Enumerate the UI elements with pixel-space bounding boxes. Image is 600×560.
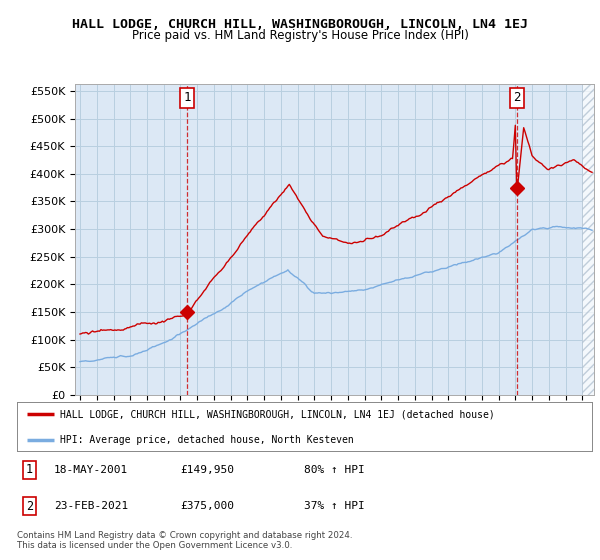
Text: HPI: Average price, detached house, North Kesteven: HPI: Average price, detached house, Nort… xyxy=(60,435,353,445)
Text: £375,000: £375,000 xyxy=(181,501,235,511)
Text: 1: 1 xyxy=(26,463,33,476)
Text: 1: 1 xyxy=(183,91,191,105)
Text: 2: 2 xyxy=(26,500,33,512)
Text: 18-MAY-2001: 18-MAY-2001 xyxy=(54,465,128,475)
Text: Price paid vs. HM Land Registry's House Price Index (HPI): Price paid vs. HM Land Registry's House … xyxy=(131,29,469,42)
Text: Contains HM Land Registry data © Crown copyright and database right 2024.
This d: Contains HM Land Registry data © Crown c… xyxy=(17,531,352,550)
Polygon shape xyxy=(582,84,594,395)
Text: 2: 2 xyxy=(514,91,521,105)
Text: 80% ↑ HPI: 80% ↑ HPI xyxy=(304,465,365,475)
Text: HALL LODGE, CHURCH HILL, WASHINGBOROUGH, LINCOLN, LN4 1EJ (detached house): HALL LODGE, CHURCH HILL, WASHINGBOROUGH,… xyxy=(60,409,494,419)
Text: 37% ↑ HPI: 37% ↑ HPI xyxy=(304,501,365,511)
Text: £149,950: £149,950 xyxy=(181,465,235,475)
Text: HALL LODGE, CHURCH HILL, WASHINGBOROUGH, LINCOLN, LN4 1EJ: HALL LODGE, CHURCH HILL, WASHINGBOROUGH,… xyxy=(72,18,528,31)
Text: 23-FEB-2021: 23-FEB-2021 xyxy=(54,501,128,511)
